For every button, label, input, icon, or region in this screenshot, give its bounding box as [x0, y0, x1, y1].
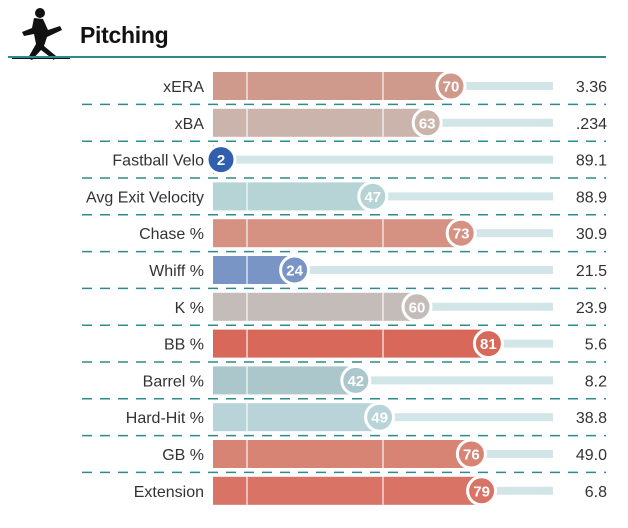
percentile-track: [213, 155, 553, 164]
percentile-bar: [213, 182, 373, 211]
metric-value: 21.5: [576, 263, 607, 280]
metric-value: 3.36: [576, 79, 607, 96]
metric-value: 8.2: [585, 373, 607, 390]
percentile-bar: [213, 403, 380, 432]
metric-value: 89.1: [576, 153, 607, 170]
metric-value: 49.0: [576, 447, 607, 464]
percentile-bar: [213, 476, 482, 505]
percentile-label: 2: [217, 152, 225, 169]
percentile-circle: [435, 70, 467, 102]
metric-value: 88.9: [576, 189, 607, 206]
percentile-bar: [213, 219, 462, 248]
metric-label: Whiff %: [149, 263, 204, 280]
percentile-label: 24: [286, 263, 303, 280]
metric-label: Avg Exit Velocity: [86, 189, 204, 206]
percentile-label: 76: [463, 447, 480, 464]
metric-label: Chase %: [139, 226, 204, 243]
percentile-circle: [357, 180, 389, 212]
percentile-label: 47: [364, 189, 381, 206]
percentile-circle: [472, 328, 504, 360]
metric-label: Hard-Hit %: [126, 410, 204, 427]
percentile-bar: [213, 366, 356, 395]
percentile-label: 42: [347, 373, 364, 390]
percentile-bar: [213, 440, 472, 468]
metric-value: .234: [576, 116, 607, 133]
percentile-circle: [401, 291, 433, 323]
metric-label: xBA: [175, 116, 205, 133]
percentile-circle: [364, 401, 396, 433]
section-title: Pitching: [80, 22, 169, 48]
metric-label: xERA: [163, 79, 204, 96]
percentile-circle: [411, 107, 443, 139]
percentile-circle: [205, 144, 237, 176]
metric-label: Barrel %: [143, 373, 204, 390]
percentile-label: 79: [473, 483, 490, 500]
percentile-chart: 70 xERA 3.36 63 xBA .234 2 Fastball Velo 89.1 47 A…: [82, 70, 607, 507]
percentile-circle: [445, 217, 477, 249]
metric-value: 38.8: [576, 410, 607, 427]
metric-value: 23.9: [576, 300, 607, 317]
header-rule: [8, 56, 606, 58]
metric-label: K %: [175, 300, 204, 317]
metric-value: 30.9: [576, 226, 607, 243]
percentile-circle: [279, 254, 311, 286]
section-header: Pitching: [0, 0, 628, 62]
metric-label: Fastball Velo: [112, 153, 204, 170]
percentile-track: [213, 376, 553, 385]
percentile-label: 49: [371, 410, 388, 427]
percentile-label: 70: [443, 79, 460, 96]
metric-label: BB %: [164, 337, 204, 354]
percentile-bar: [213, 72, 451, 100]
percentile-circle: [466, 475, 498, 507]
metric-value: 6.8: [585, 484, 607, 501]
percentile-label: 63: [419, 115, 436, 132]
percentile-bar: [213, 292, 417, 321]
percentile-track: [213, 266, 553, 274]
metric-label: GB %: [162, 447, 204, 464]
metric-label: Extension: [134, 484, 204, 501]
percentile-bar: [213, 108, 428, 137]
percentile-circle: [455, 438, 487, 470]
percentile-bar: [213, 329, 489, 358]
percentile-circle: [340, 364, 372, 396]
baseball-pitcher-icon: [12, 8, 70, 60]
percentile-label: 60: [409, 299, 426, 316]
percentile-label: 81: [480, 336, 497, 353]
metric-value: 5.6: [585, 337, 607, 354]
percentile-label: 73: [453, 226, 470, 243]
